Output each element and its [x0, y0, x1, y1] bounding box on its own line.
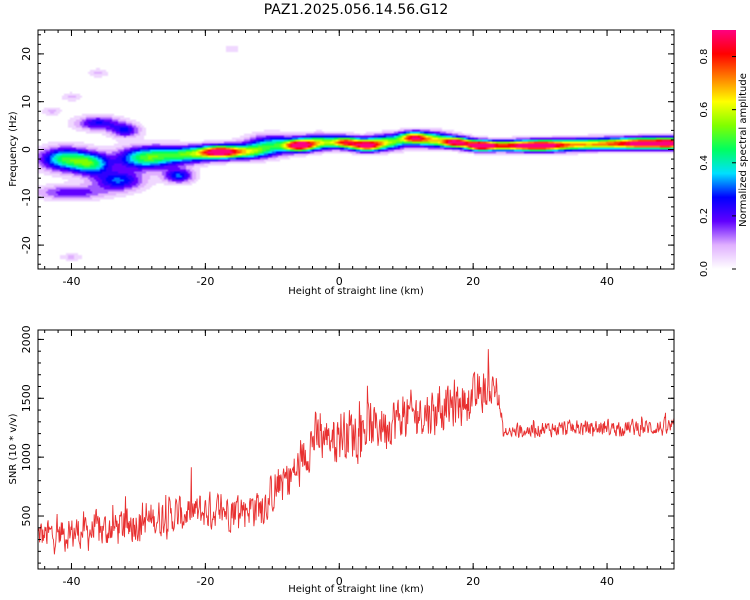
colorbar-tick-label: 0.8 [699, 49, 710, 65]
spectrogram-y-tick-label: -10 [20, 188, 33, 206]
spectrogram-x-ticks: -40 -20 0 20 40 [44, 30, 675, 288]
colorbar-tick-label: 0.0 [699, 261, 710, 277]
snr-y-tick-label: 2000 [20, 325, 33, 353]
snr-x-tick-label: 20 [466, 575, 480, 588]
snr-plot-area [37, 349, 675, 555]
snr-x-tick-label: -40 [62, 575, 80, 588]
spectrogram-panel: -40 -20 0 20 40 -20 -10 0 10 20 Height of straig… [8, 29, 675, 297]
colorbar-tick-label: 0.6 [699, 102, 710, 118]
snr-x-tick-label: 0 [336, 575, 343, 588]
snr-panel: -40 -20 0 20 40 500 1000 1500 2000 Height of st… [8, 325, 675, 595]
snr-y-tick-label: 1500 [20, 384, 33, 412]
colorbar-label: Normalized spectral amplitude [738, 73, 749, 227]
spectrogram-y-ticks: -20 -10 0 10 20 [20, 34, 674, 265]
colorbar-tick-label: 0.2 [699, 208, 710, 224]
figure-title: PAZ1.2025.056.14.56.G12 [264, 2, 449, 18]
snr-x-axis-label: Height of straight line (km) [288, 584, 424, 595]
spectrogram-y-tick-label: 0 [20, 146, 33, 153]
snr-y-tick-label: 1000 [20, 443, 33, 471]
colorbar-tick-label: 0.4 [699, 155, 710, 171]
snr-x-ticks: -40 -20 0 20 40 [44, 330, 675, 588]
spectrogram-x-tick-label: 40 [600, 275, 614, 288]
snr-x-tick-label: 40 [600, 575, 614, 588]
spectrogram-y-tick-label: 10 [20, 95, 33, 109]
snr-x-tick-label: -20 [196, 575, 214, 588]
spectrogram-x-axis-label: Height of straight line (km) [288, 286, 424, 297]
snr-y-axis-label: SNR (10 * v/v) [8, 413, 19, 484]
snr-frame [37, 329, 675, 570]
colorbar-ticks: 0.0 0.2 0.4 0.6 0.8 [699, 49, 736, 277]
spectrogram-y-tick-label: -20 [20, 236, 33, 254]
snr-series-line [37, 349, 675, 555]
colorbar: 0.0 0.2 0.4 0.6 0.8 Normalized spectral ampl… [699, 30, 749, 277]
spectrogram-x-tick-label: -20 [196, 275, 214, 288]
snr-y-tick-label: 500 [20, 506, 33, 527]
spectrogram-y-axis-label: Frequency (Hz) [8, 111, 19, 187]
spectrogram-area [38, 30, 674, 269]
spectrogram-x-tick-label: 0 [336, 275, 343, 288]
spectrogram-x-tick-label: 20 [466, 275, 480, 288]
spectrogram-y-tick-label: 20 [20, 47, 33, 61]
snr-y-ticks: 500 1000 1500 2000 [20, 325, 674, 564]
spectrogram-x-tick-label: -40 [62, 275, 80, 288]
spectrogram-image [38, 30, 674, 269]
colorbar-gradient [712, 30, 736, 269]
